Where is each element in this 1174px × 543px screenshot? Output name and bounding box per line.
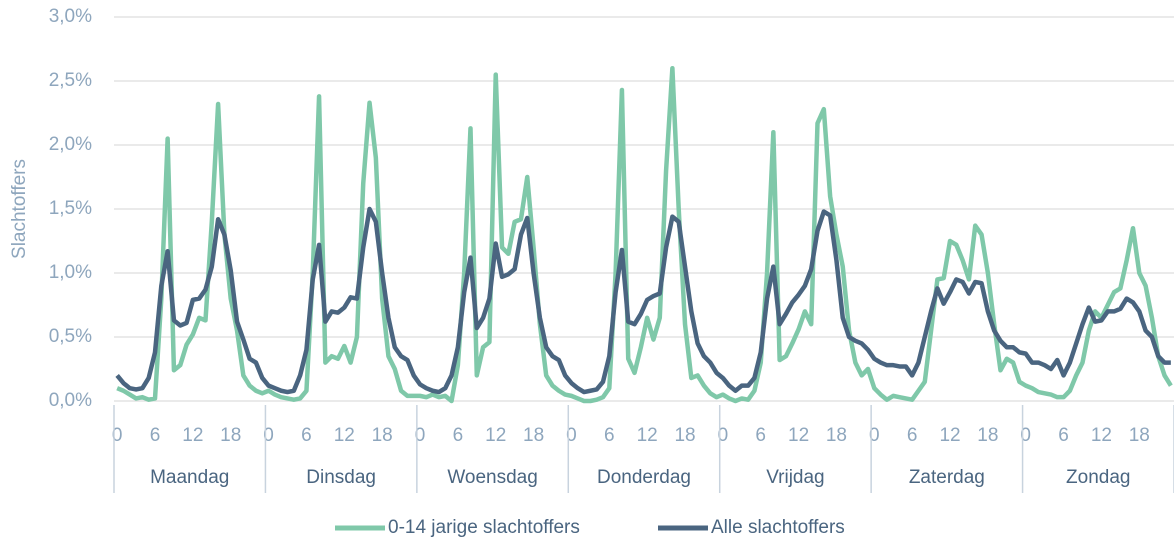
- legend-label: Alle slachtoffers: [711, 517, 845, 538]
- y-tick-label: 3,0%: [49, 6, 92, 27]
- x-tick-label: 6: [755, 425, 766, 446]
- x-tick-label: 12: [637, 425, 658, 446]
- x-tick-label: 6: [301, 425, 312, 446]
- series-line: [116, 65, 1173, 404]
- x-tick-label: 0: [112, 425, 123, 446]
- y-tick-label: 2,0%: [49, 134, 92, 155]
- group-label: Dinsdag: [306, 467, 376, 488]
- x-tick-label: 18: [826, 425, 847, 446]
- x-tick-label: 6: [907, 425, 918, 446]
- group-label: Woensdag: [447, 467, 538, 488]
- x-tick-label: 0: [718, 425, 729, 446]
- y-tick-label: 0,0%: [49, 390, 92, 411]
- x-tick-label: 18: [372, 425, 393, 446]
- x-tick-label: 12: [939, 425, 960, 446]
- x-tick-label: 0: [263, 425, 274, 446]
- x-tick-label: 6: [453, 425, 464, 446]
- group-label: Maandag: [150, 467, 229, 488]
- x-tick-label: 0: [1020, 425, 1031, 446]
- y-tick-label: 2,5%: [49, 70, 92, 91]
- series-line: [115, 206, 1171, 395]
- x-tick-label: 0: [415, 425, 426, 446]
- x-tick-label: 18: [977, 425, 998, 446]
- group-label: Zondag: [1066, 467, 1130, 488]
- x-tick-label: 12: [788, 425, 809, 446]
- x-tick-label: 12: [1091, 425, 1112, 446]
- y-tick-label: 1,5%: [49, 198, 92, 219]
- y-tick-label: 0,5%: [49, 326, 92, 347]
- group-label: Zaterdag: [909, 467, 985, 488]
- x-tick-label: 12: [485, 425, 506, 446]
- x-tick-label: 18: [220, 425, 241, 446]
- y-axis-label: Slachtoffers: [9, 159, 30, 259]
- x-tick-label: 6: [604, 425, 615, 446]
- x-tick-label: 18: [1129, 425, 1150, 446]
- x-tick-label: 18: [523, 425, 544, 446]
- x-tick-label: 0: [566, 425, 577, 446]
- x-tick-label: 0: [869, 425, 880, 446]
- x-tick-label: 18: [674, 425, 695, 446]
- x-tick-label: 6: [1058, 425, 1069, 446]
- legend-label: 0-14 jarige slachtoffers: [388, 517, 580, 538]
- x-tick-label: 6: [150, 425, 161, 446]
- x-tick-label: 12: [182, 425, 203, 446]
- group-label: Vrijdag: [766, 467, 824, 488]
- y-tick-label: 1,0%: [49, 262, 92, 283]
- group-label: Donderdag: [597, 467, 691, 488]
- x-tick-label: 12: [334, 425, 355, 446]
